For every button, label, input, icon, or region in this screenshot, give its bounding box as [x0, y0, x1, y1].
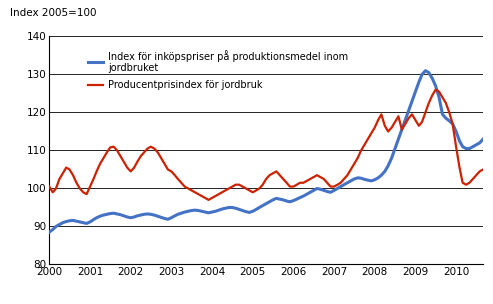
Text: Index 2005=100: Index 2005=100	[10, 8, 97, 18]
Legend: Index för inköpspriser på produktionsmedel inom
jordbruket, Producentprisindex f: Index för inköpspriser på produktionsmed…	[84, 46, 352, 94]
